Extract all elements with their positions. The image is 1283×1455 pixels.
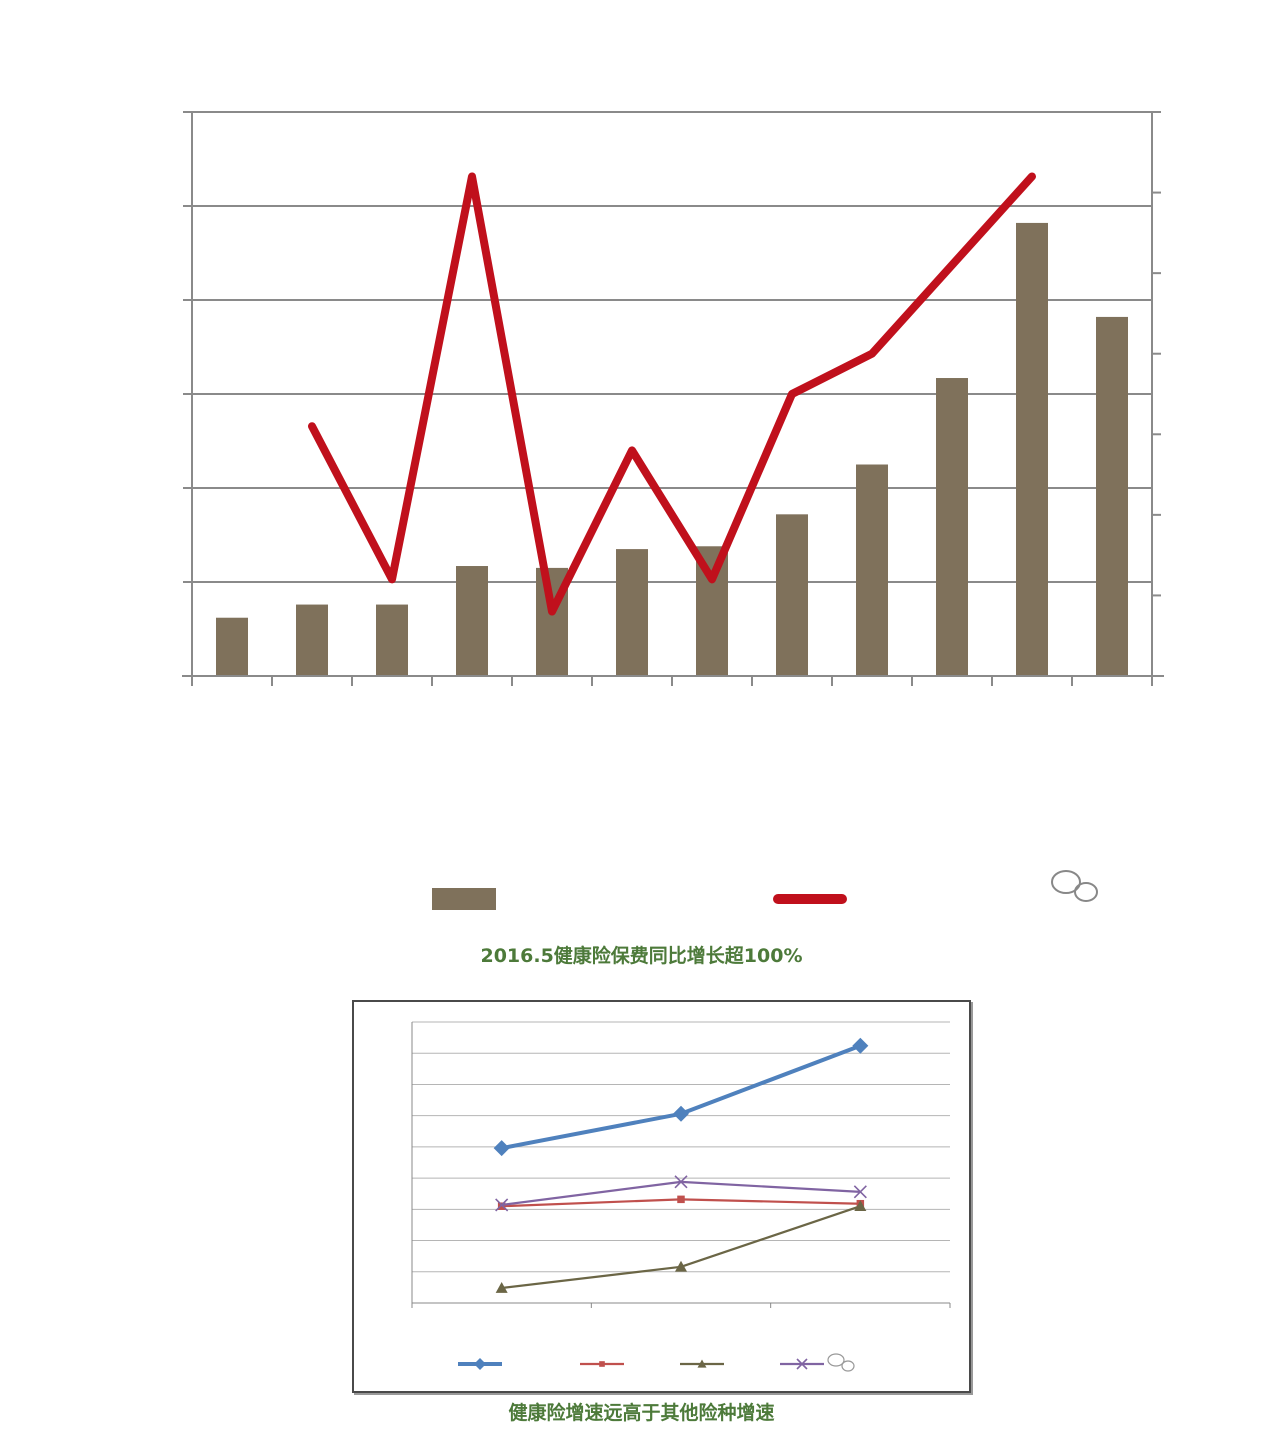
- marker-x-stroke: [853, 1185, 867, 1199]
- bar-premium: [856, 464, 888, 676]
- bar-premium: [776, 514, 808, 676]
- marker-diamond: [493, 1140, 510, 1157]
- marker-x: [853, 1185, 867, 1199]
- line-series-0: [501, 1043, 862, 1151]
- marker-square: [497, 1202, 506, 1210]
- growth-comparison-chart: [411, 1021, 951, 1372]
- growth-comparison-frame: [352, 1000, 971, 1393]
- wechat-bubble-large: [1051, 870, 1081, 894]
- wechat-icon: [1051, 870, 1098, 902]
- bar-premium: [1096, 316, 1128, 676]
- premium-chart: [182, 111, 1164, 910]
- bar-premium: [616, 549, 648, 676]
- bar-premium: [376, 604, 408, 676]
- marker-x-stroke: [495, 1198, 509, 1212]
- marker-x-stroke: [796, 1358, 808, 1370]
- marker-x-stroke: [674, 1175, 688, 1189]
- marker-x: [495, 1198, 509, 1212]
- caption-premium-growth: 2016.5健康险保费同比增长超100%: [480, 945, 803, 967]
- wechat-bubble-large: [827, 1353, 845, 1367]
- marker-triangle: [854, 1200, 867, 1212]
- line-series-2: [501, 1205, 861, 1290]
- bar-premium: [216, 617, 248, 676]
- marker-diamond: [474, 1358, 486, 1370]
- wechat-icon: [827, 1353, 855, 1372]
- marker-triangle: [675, 1260, 687, 1272]
- marker-x: [674, 1175, 688, 1189]
- marker-triangle: [495, 1282, 508, 1293]
- bar-premium: [936, 378, 968, 676]
- marker-diamond: [852, 1037, 869, 1054]
- marker-x: [796, 1358, 808, 1370]
- marker-diamond: [673, 1105, 689, 1122]
- bar-premium: [456, 566, 488, 676]
- wechat-bubble-small: [841, 1360, 855, 1372]
- line-growth: [308, 172, 1036, 616]
- legend-swatch-premium: [432, 888, 496, 910]
- marker-triangle: [697, 1359, 707, 1368]
- bar-premium: [1016, 222, 1048, 677]
- marker-square: [599, 1361, 605, 1367]
- caption-growth-comparison: 健康险增速远高于其他险种增速: [508, 1402, 775, 1424]
- wechat-bubble-small: [1074, 882, 1098, 902]
- bar-premium: [296, 604, 328, 676]
- marker-square: [677, 1195, 685, 1204]
